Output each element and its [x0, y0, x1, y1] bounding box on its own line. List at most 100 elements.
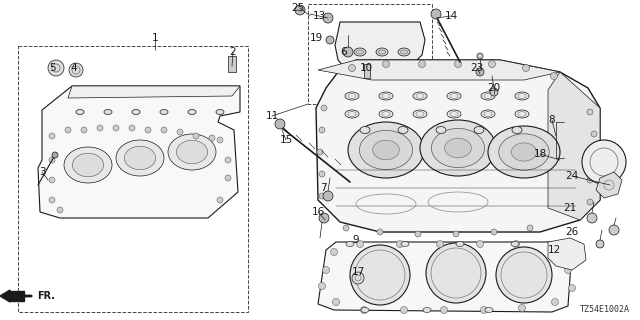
Ellipse shape — [512, 126, 522, 133]
Text: 13: 13 — [312, 11, 326, 21]
Text: 15: 15 — [280, 135, 292, 145]
Ellipse shape — [431, 128, 484, 168]
Ellipse shape — [485, 308, 493, 313]
Circle shape — [48, 60, 64, 76]
Circle shape — [217, 197, 223, 203]
Text: 18: 18 — [533, 149, 547, 159]
Ellipse shape — [76, 109, 84, 115]
Circle shape — [295, 5, 305, 15]
Text: FR.: FR. — [37, 291, 55, 301]
Ellipse shape — [348, 122, 424, 178]
Circle shape — [57, 207, 63, 213]
Polygon shape — [548, 72, 600, 220]
Circle shape — [596, 240, 604, 248]
Polygon shape — [318, 60, 560, 80]
Polygon shape — [0, 290, 10, 302]
Text: 16: 16 — [312, 207, 324, 217]
Circle shape — [49, 133, 55, 139]
Circle shape — [491, 229, 497, 235]
Circle shape — [145, 127, 151, 133]
Circle shape — [113, 125, 119, 131]
Circle shape — [350, 245, 410, 305]
Text: 1: 1 — [152, 33, 158, 43]
Circle shape — [49, 197, 55, 203]
Ellipse shape — [360, 131, 413, 170]
Circle shape — [550, 246, 557, 253]
Circle shape — [349, 65, 355, 71]
Circle shape — [356, 241, 364, 247]
Ellipse shape — [346, 242, 354, 246]
Circle shape — [453, 231, 459, 237]
Polygon shape — [10, 291, 24, 301]
Circle shape — [383, 60, 390, 68]
Circle shape — [490, 88, 498, 96]
Ellipse shape — [398, 48, 410, 56]
Text: 21: 21 — [563, 203, 577, 213]
Circle shape — [415, 231, 421, 237]
Text: 17: 17 — [351, 267, 365, 277]
Ellipse shape — [515, 110, 529, 118]
Circle shape — [69, 63, 83, 77]
Text: 4: 4 — [70, 63, 77, 73]
Ellipse shape — [379, 110, 393, 118]
Circle shape — [587, 213, 597, 223]
Circle shape — [550, 73, 557, 79]
Polygon shape — [228, 56, 236, 72]
Ellipse shape — [345, 110, 359, 118]
Circle shape — [129, 125, 135, 131]
Text: 26: 26 — [565, 227, 579, 237]
Text: 8: 8 — [548, 115, 556, 125]
Polygon shape — [38, 86, 240, 218]
Circle shape — [319, 127, 325, 133]
Circle shape — [225, 175, 231, 181]
Circle shape — [52, 152, 58, 158]
Circle shape — [477, 53, 483, 59]
Circle shape — [343, 47, 353, 57]
Ellipse shape — [72, 153, 104, 177]
Text: 6: 6 — [340, 47, 348, 57]
Ellipse shape — [354, 48, 366, 56]
Circle shape — [397, 241, 403, 247]
Polygon shape — [596, 172, 622, 198]
Ellipse shape — [499, 134, 549, 170]
Polygon shape — [548, 238, 586, 270]
Ellipse shape — [360, 126, 370, 133]
Ellipse shape — [372, 140, 399, 160]
Circle shape — [440, 307, 447, 314]
Ellipse shape — [445, 138, 471, 158]
Ellipse shape — [420, 120, 496, 176]
Circle shape — [587, 177, 593, 183]
Polygon shape — [364, 64, 370, 78]
Circle shape — [564, 267, 572, 274]
Text: 19: 19 — [309, 33, 323, 43]
Circle shape — [591, 131, 597, 137]
Text: TZ54E1002A: TZ54E1002A — [580, 305, 630, 314]
Circle shape — [488, 60, 495, 68]
Text: 10: 10 — [360, 63, 372, 73]
Circle shape — [326, 36, 334, 44]
Ellipse shape — [104, 109, 112, 115]
Ellipse shape — [216, 109, 224, 115]
Circle shape — [177, 129, 183, 135]
Circle shape — [609, 225, 619, 235]
Text: 5: 5 — [49, 63, 55, 73]
Circle shape — [587, 109, 593, 115]
Ellipse shape — [64, 147, 112, 183]
Circle shape — [436, 241, 444, 247]
Circle shape — [496, 247, 552, 303]
Circle shape — [591, 155, 597, 161]
Circle shape — [582, 140, 626, 184]
Ellipse shape — [481, 110, 495, 118]
Text: 3: 3 — [38, 167, 45, 177]
Circle shape — [49, 157, 55, 163]
Circle shape — [481, 307, 488, 314]
Circle shape — [401, 307, 408, 314]
Circle shape — [587, 199, 593, 205]
Polygon shape — [335, 22, 425, 72]
Circle shape — [161, 127, 167, 133]
Text: 11: 11 — [266, 111, 278, 121]
Polygon shape — [68, 86, 240, 98]
Circle shape — [275, 119, 285, 129]
Ellipse shape — [423, 308, 431, 313]
Ellipse shape — [124, 146, 156, 170]
